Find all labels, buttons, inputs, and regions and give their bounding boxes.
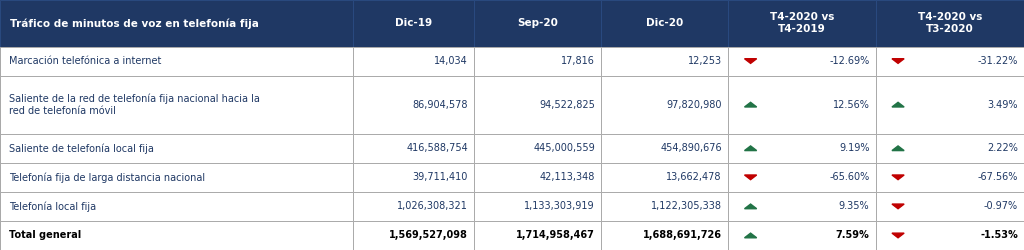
Polygon shape: [744, 204, 757, 209]
Text: 7.59%: 7.59%: [836, 230, 869, 240]
Text: -65.60%: -65.60%: [829, 172, 869, 182]
Polygon shape: [892, 204, 904, 209]
Text: 97,820,980: 97,820,980: [667, 100, 722, 110]
Text: Total general: Total general: [9, 230, 82, 240]
Bar: [728, 76, 876, 134]
Bar: [601, 221, 728, 250]
Text: 1,133,303,919: 1,133,303,919: [524, 202, 595, 211]
Bar: [353, 163, 474, 192]
Bar: [353, 46, 474, 76]
Text: Saliente de telefonía local fija: Saliente de telefonía local fija: [9, 143, 154, 154]
Bar: [474, 134, 601, 163]
Text: -0.97%: -0.97%: [984, 202, 1018, 211]
Polygon shape: [744, 102, 757, 107]
Bar: [0, 134, 353, 163]
Text: 1,569,527,098: 1,569,527,098: [389, 230, 468, 240]
Bar: [728, 192, 876, 221]
Bar: [474, 163, 601, 192]
Bar: [728, 163, 876, 192]
Bar: [876, 134, 1024, 163]
Bar: [0, 76, 353, 134]
Bar: [601, 76, 728, 134]
Bar: [601, 192, 728, 221]
Text: 94,522,825: 94,522,825: [539, 100, 595, 110]
Bar: [876, 192, 1024, 221]
Text: 1,122,305,338: 1,122,305,338: [651, 202, 722, 211]
Text: 9.19%: 9.19%: [839, 143, 869, 153]
Bar: [474, 221, 601, 250]
Bar: [601, 0, 728, 46]
Bar: [0, 163, 353, 192]
Polygon shape: [892, 59, 904, 64]
Bar: [876, 221, 1024, 250]
Bar: [728, 134, 876, 163]
Text: 454,890,676: 454,890,676: [660, 143, 722, 153]
Text: 12.56%: 12.56%: [833, 100, 869, 110]
Text: Telefonía local fija: Telefonía local fija: [9, 201, 96, 212]
Polygon shape: [892, 102, 904, 107]
Text: T4-2020 vs
T3-2020: T4-2020 vs T3-2020: [918, 12, 982, 34]
Text: -67.56%: -67.56%: [978, 172, 1018, 182]
Bar: [0, 192, 353, 221]
Bar: [728, 46, 876, 76]
Text: Sep-20: Sep-20: [517, 18, 558, 28]
Polygon shape: [892, 146, 904, 150]
Bar: [0, 46, 353, 76]
Bar: [353, 134, 474, 163]
Text: 3.49%: 3.49%: [987, 100, 1018, 110]
Text: 1,688,691,726: 1,688,691,726: [643, 230, 722, 240]
Text: 86,904,578: 86,904,578: [413, 100, 468, 110]
Bar: [0, 0, 353, 46]
Bar: [728, 221, 876, 250]
Polygon shape: [744, 59, 757, 64]
Bar: [353, 221, 474, 250]
Polygon shape: [744, 233, 757, 238]
Bar: [876, 76, 1024, 134]
Text: 14,034: 14,034: [434, 56, 468, 66]
Bar: [474, 192, 601, 221]
Bar: [601, 163, 728, 192]
Text: Tráfico de minutos de voz en telefonía fija: Tráfico de minutos de voz en telefonía f…: [10, 18, 259, 28]
Text: 416,588,754: 416,588,754: [407, 143, 468, 153]
Bar: [601, 134, 728, 163]
Text: Saliente de la red de telefonía fija nacional hacia la
red de telefonía móvil: Saliente de la red de telefonía fija nac…: [9, 94, 260, 116]
Text: 39,711,410: 39,711,410: [413, 172, 468, 182]
Polygon shape: [892, 175, 904, 180]
Bar: [601, 46, 728, 76]
Text: 2.22%: 2.22%: [987, 143, 1018, 153]
Text: 12,253: 12,253: [688, 56, 722, 66]
Text: 13,662,478: 13,662,478: [667, 172, 722, 182]
Polygon shape: [744, 146, 757, 150]
Bar: [876, 0, 1024, 46]
Bar: [0, 221, 353, 250]
Polygon shape: [744, 175, 757, 180]
Text: T4-2020 vs
T4-2019: T4-2020 vs T4-2019: [770, 12, 834, 34]
Polygon shape: [892, 233, 904, 238]
Text: -31.22%: -31.22%: [978, 56, 1018, 66]
Text: 42,113,348: 42,113,348: [540, 172, 595, 182]
Text: 17,816: 17,816: [561, 56, 595, 66]
Text: 9.35%: 9.35%: [839, 202, 869, 211]
Text: Dic-19: Dic-19: [395, 18, 432, 28]
Text: 445,000,559: 445,000,559: [534, 143, 595, 153]
Bar: [474, 46, 601, 76]
Text: Telefonía fija de larga distancia nacional: Telefonía fija de larga distancia nacion…: [9, 172, 206, 182]
Bar: [474, 0, 601, 46]
Bar: [474, 76, 601, 134]
Bar: [353, 76, 474, 134]
Text: Marcación telefónica a internet: Marcación telefónica a internet: [9, 56, 162, 66]
Text: Dic-20: Dic-20: [646, 18, 683, 28]
Bar: [876, 46, 1024, 76]
Bar: [353, 0, 474, 46]
Bar: [876, 163, 1024, 192]
Text: -1.53%: -1.53%: [980, 230, 1018, 240]
Bar: [728, 0, 876, 46]
Bar: [353, 192, 474, 221]
Text: 1,714,958,467: 1,714,958,467: [516, 230, 595, 240]
Text: -12.69%: -12.69%: [829, 56, 869, 66]
Text: 1,026,308,321: 1,026,308,321: [397, 202, 468, 211]
